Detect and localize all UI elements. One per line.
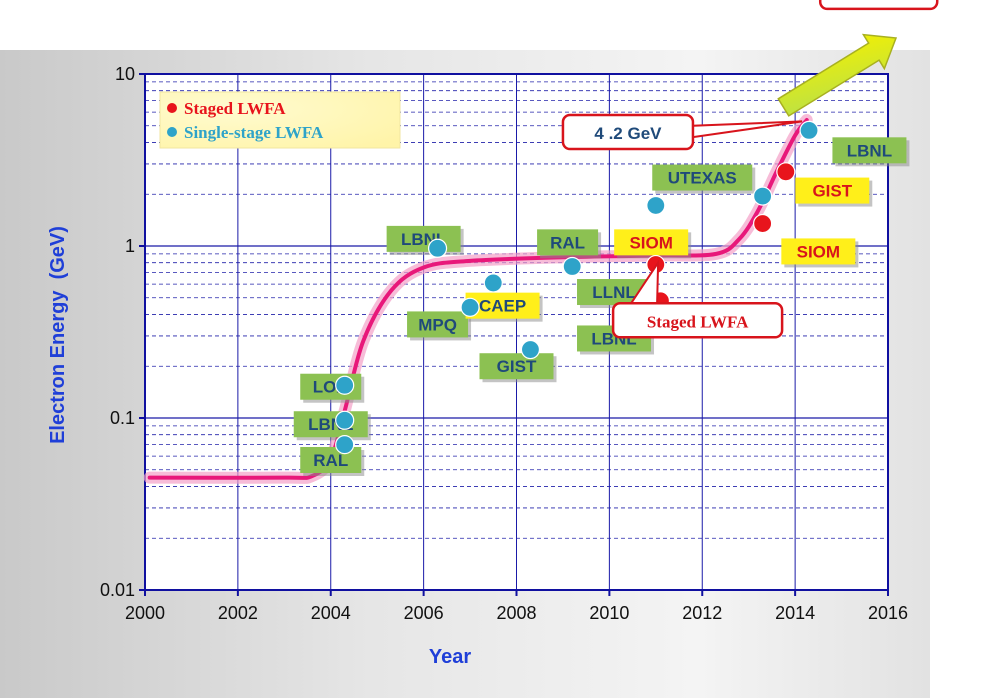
label-text: UTEXAS	[668, 169, 737, 188]
callout-text: 4 .2 GeV	[594, 124, 662, 143]
label-gist: GIST	[479, 353, 557, 383]
label-box	[293, 411, 368, 438]
staged-point	[753, 213, 773, 234]
single-stage-point	[335, 435, 355, 455]
label-text: GIST	[812, 182, 852, 201]
callout-3: 100 GeV	[818, 0, 939, 11]
callout-text: Staged LWFA	[647, 312, 749, 331]
label-mpq: MPQ	[407, 311, 472, 341]
label-box	[795, 177, 870, 204]
label-text: RAL	[313, 451, 348, 470]
axes: 2000 2002 2004 2006 2008 2010 2012 2014 2016 0.01…	[100, 64, 908, 623]
x-tick-label: 2002	[218, 603, 258, 623]
x-tick-label: 2000	[125, 603, 165, 623]
y-tick-label: 0.01	[100, 580, 135, 600]
callout-text: 100 GeV	[837, 0, 920, 4]
y-tick-label: 0.1	[110, 408, 135, 428]
label-box	[832, 137, 907, 164]
legend-label: Staged LWFA	[184, 99, 286, 118]
label-text: SIOM	[797, 242, 840, 261]
label-utexas: UTEXAS	[652, 164, 756, 194]
callout-box	[561, 113, 695, 151]
single-stage-point	[335, 410, 355, 430]
single-stage-point	[335, 375, 355, 395]
label-text: MPQ	[418, 315, 457, 334]
label-lbnl: LBNL	[832, 137, 910, 167]
callout-box	[818, 0, 939, 11]
staged-point	[776, 162, 796, 182]
y-tick-label: 1	[125, 236, 135, 256]
label-gist: GIST	[795, 177, 873, 207]
x-tick-label: 2014	[775, 603, 815, 623]
single-stage-point	[799, 120, 819, 140]
label-text: GIST	[497, 357, 537, 376]
label-siom: SIOM	[781, 238, 859, 268]
legend-marker	[167, 103, 177, 113]
single-stage-point	[562, 256, 582, 277]
single-stage-point	[483, 273, 503, 293]
x-tick-label: 2006	[404, 603, 444, 623]
callout-2: Staged LWFA	[611, 259, 784, 339]
label-text: RAL	[550, 233, 585, 252]
x-tick-label: 2010	[589, 603, 629, 623]
legend-label: Single-stage LWFA	[184, 123, 324, 142]
y-tick-label: 10	[115, 64, 135, 84]
label-box	[652, 164, 753, 191]
legend-box	[159, 91, 401, 149]
label-caep: CAEP	[465, 292, 543, 322]
label-text: SIOM	[629, 233, 672, 252]
legend: Staged LWFA Single-stage LWFA	[159, 91, 401, 149]
label-box	[386, 225, 461, 252]
label-box	[614, 229, 689, 256]
label-loa: LOA	[300, 373, 365, 403]
x-tick-label: 2012	[682, 603, 722, 623]
label-box	[781, 238, 856, 265]
x-tick-label: 2016	[868, 603, 908, 623]
single-stage-point	[460, 297, 480, 317]
single-stage-point	[753, 186, 773, 206]
single-stage-point	[427, 238, 448, 258]
y-axis-label: Electron Energy (GeV)	[47, 226, 69, 444]
single-stage-point	[646, 195, 666, 216]
label-siom: SIOM	[614, 229, 692, 259]
callouts: 4 .2 GeV Staged LWFA 100 GeV	[561, 0, 939, 339]
single-stage-point	[520, 339, 541, 360]
label-box	[407, 311, 469, 338]
label-box	[479, 353, 554, 380]
callout-box	[611, 302, 784, 339]
label-ral: RAL	[537, 229, 602, 259]
label-lbnl: LBNL	[293, 411, 371, 441]
x-tick-label: 2004	[311, 603, 351, 623]
callout-1: 4 .2 GeV	[561, 113, 803, 151]
label-text: CAEP	[479, 297, 526, 316]
extrapolation-arrow	[777, 33, 898, 117]
label-ral: RAL	[300, 446, 365, 476]
label-text: LBNL	[847, 141, 892, 160]
label-box	[537, 229, 599, 256]
x-axis-label: Year	[429, 646, 471, 668]
label-lbnl: LBNL	[386, 225, 464, 255]
label-text: LLNL	[592, 283, 635, 302]
legend-marker	[167, 127, 177, 137]
x-tick-label: 2008	[496, 603, 536, 623]
